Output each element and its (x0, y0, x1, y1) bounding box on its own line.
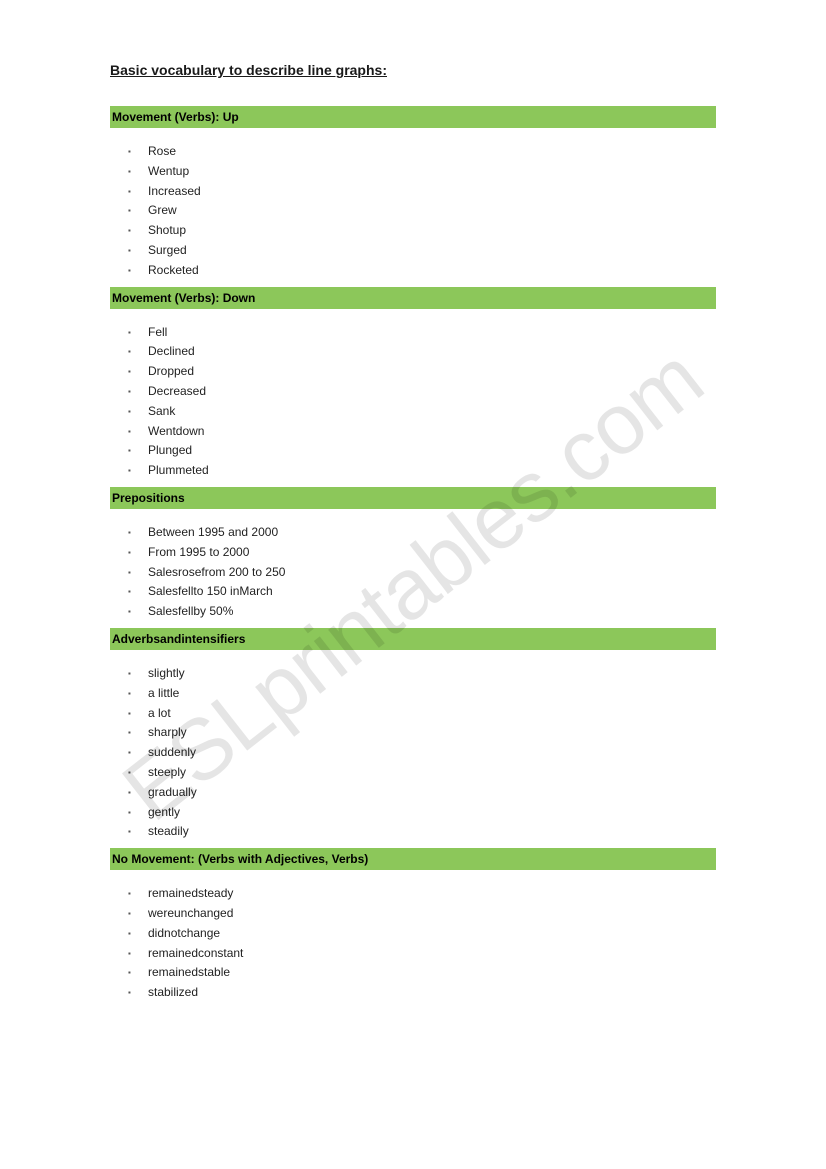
list-item: remainedconstant (128, 944, 716, 964)
list-item: a little (128, 684, 716, 704)
list-item: sharply (128, 723, 716, 743)
list-item: Wentdown (128, 422, 716, 442)
section-block: Movement (Verbs): Down Fell Declined Dro… (110, 287, 716, 481)
list-item: remainedstable (128, 963, 716, 983)
list-item: Salesrosefrom 200 to 250 (128, 563, 716, 583)
list-item: remainedsteady (128, 884, 716, 904)
list-item: Rose (128, 142, 716, 162)
section-header-down: Movement (Verbs): Down (110, 287, 716, 309)
section-block: Movement (Verbs): Up Rose Wentup Increas… (110, 106, 716, 281)
section-block: Prepositions Between 1995 and 2000 From … (110, 487, 716, 622)
list-item: Sank (128, 402, 716, 422)
list-item: Dropped (128, 362, 716, 382)
list-item: Salesfellby 50% (128, 602, 716, 622)
section-header-up: Movement (Verbs): Up (110, 106, 716, 128)
list-item: Between 1995 and 2000 (128, 523, 716, 543)
list-down: Fell Declined Dropped Decreased Sank Wen… (128, 323, 716, 481)
list-item: Plunged (128, 441, 716, 461)
list-item: Increased (128, 182, 716, 202)
list-item: steadily (128, 822, 716, 842)
list-no-movement: remainedsteady wereunchanged didnotchang… (128, 884, 716, 1003)
page-title: Basic vocabulary to describe line graphs… (110, 62, 716, 78)
section-header-no-movement: No Movement: (Verbs with Adjectives, Ver… (110, 848, 716, 870)
list-item: stabilized (128, 983, 716, 1003)
list-item: Declined (128, 342, 716, 362)
list-adverbs: slightly a little a lot sharply suddenly… (128, 664, 716, 842)
list-item: gradually (128, 783, 716, 803)
list-item: Wentup (128, 162, 716, 182)
list-item: Fell (128, 323, 716, 343)
list-item: Grew (128, 201, 716, 221)
list-item: Surged (128, 241, 716, 261)
list-prepositions: Between 1995 and 2000 From 1995 to 2000 … (128, 523, 716, 622)
list-item: steeply (128, 763, 716, 783)
list-item: didnotchange (128, 924, 716, 944)
section-block: No Movement: (Verbs with Adjectives, Ver… (110, 848, 716, 1003)
list-item: slightly (128, 664, 716, 684)
list-item: gently (128, 803, 716, 823)
list-item: From 1995 to 2000 (128, 543, 716, 563)
list-item: wereunchanged (128, 904, 716, 924)
list-item: Plummeted (128, 461, 716, 481)
list-item: Salesfellto 150 inMarch (128, 582, 716, 602)
list-item: suddenly (128, 743, 716, 763)
section-header-prepositions: Prepositions (110, 487, 716, 509)
list-item: Decreased (128, 382, 716, 402)
section-header-adverbs: Adverbsandintensifiers (110, 628, 716, 650)
list-item: Rocketed (128, 261, 716, 281)
list-item: Shotup (128, 221, 716, 241)
list-up: Rose Wentup Increased Grew Shotup Surged… (128, 142, 716, 281)
list-item: a lot (128, 704, 716, 724)
section-block: Adverbsandintensifiers slightly a little… (110, 628, 716, 842)
